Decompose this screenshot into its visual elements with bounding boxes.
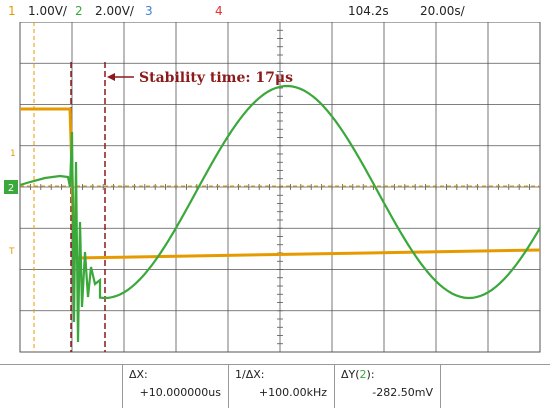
time-scale[interactable]: 20.00s/ — [420, 4, 465, 18]
ch2-trace — [19, 84, 541, 343]
delta-y-label: ΔY(2): — [341, 368, 375, 381]
stability-annotation: Stability time: 17μs — [107, 70, 293, 86]
readout-divider — [0, 364, 550, 365]
ch2-scale[interactable]: 2.00V/ — [95, 4, 134, 18]
delta-x-label: ΔX: — [129, 368, 148, 381]
delta-y-channel: 2 — [359, 368, 367, 381]
delta-y-value: -282.50mV — [372, 386, 433, 399]
inverse-delta-x-label: 1/ΔX: — [235, 368, 265, 381]
delta-y-prefix: ΔY( — [341, 368, 360, 381]
measurement-readout: ΔX: +10.000000us 1/ΔX: +100.00kHz ΔY(2):… — [0, 364, 550, 408]
scope-display: 2 1 T Stability time: 17μs — [4, 22, 541, 353]
trigger-marker[interactable]: T — [8, 247, 15, 257]
delta-x-value: +10.000000us — [139, 386, 221, 399]
ch1-ground-label[interactable]: 1 — [10, 149, 16, 159]
inverse-delta-x-value: +100.00kHz — [258, 386, 327, 399]
delta-x-cell: ΔX: +10.000000us — [122, 364, 229, 408]
inverse-delta-x-cell: 1/ΔX: +100.00kHz — [228, 364, 335, 408]
ch1-scale[interactable]: 1.00V/ — [28, 4, 67, 18]
ch3-number[interactable]: 3 — [145, 4, 153, 18]
readout-empty-cell — [440, 364, 550, 408]
annotation-arrowhead — [107, 73, 115, 81]
delta-y-suffix: ): — [366, 368, 375, 381]
ch2-ground-label: 2 — [8, 183, 14, 194]
channel-scale-bar: 1 1.00V/ 2 2.00V/ 3 4 104.2s 20.00s/ — [0, 0, 550, 22]
ch2-number[interactable]: 2 — [75, 4, 83, 18]
ch4-number[interactable]: 4 — [215, 4, 223, 18]
ch2-ground-marker[interactable]: 2 — [4, 180, 18, 194]
stability-time-label: Stability time: 17μs — [139, 70, 293, 86]
delta-y-cell: ΔY(2): -282.50mV — [334, 364, 441, 408]
time-offset[interactable]: 104.2s — [348, 4, 389, 18]
ch1-number[interactable]: 1 — [8, 4, 16, 18]
grid-ticks — [29, 29, 530, 345]
graticule — [19, 22, 541, 353]
